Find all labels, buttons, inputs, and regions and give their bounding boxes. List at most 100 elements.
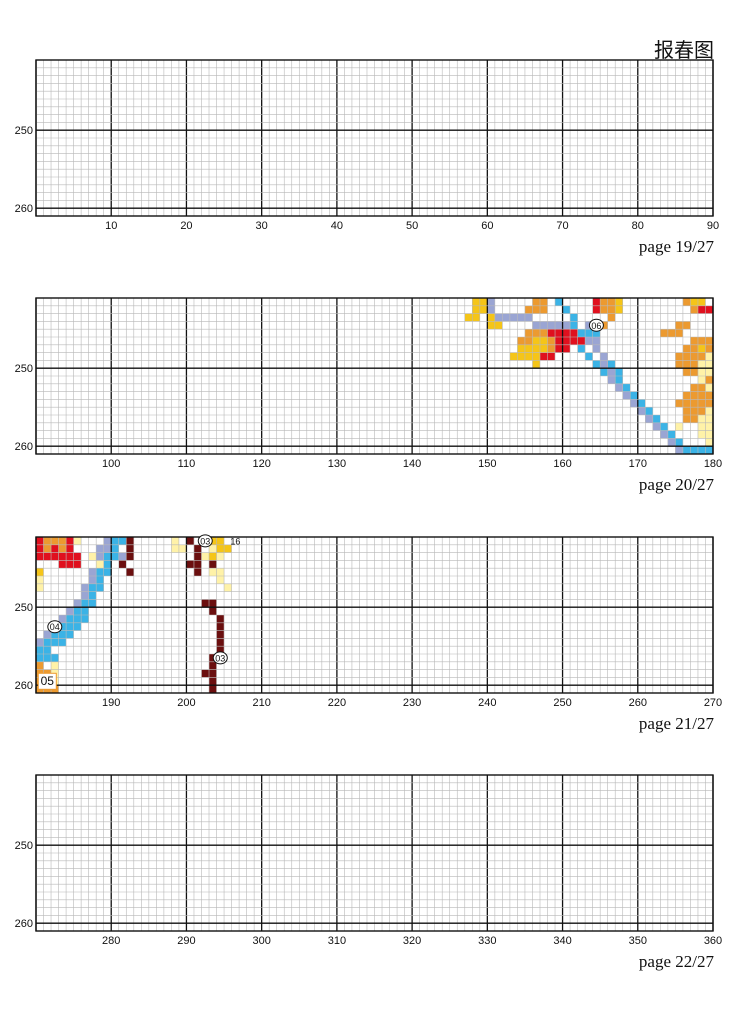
marker-label: 16 xyxy=(230,536,240,546)
stitch-cell xyxy=(690,337,698,345)
stitch-cell xyxy=(660,422,668,431)
stitch-cell xyxy=(607,305,616,314)
stitch-cell xyxy=(682,399,691,408)
stitch-cell xyxy=(615,368,623,376)
stitch-cell xyxy=(209,685,217,693)
stitch-cell xyxy=(36,552,44,561)
stitch-cell xyxy=(487,305,495,314)
stitch-cell xyxy=(73,599,82,608)
stitch-cell xyxy=(622,383,631,392)
grid-border xyxy=(35,59,714,217)
stitch-cell xyxy=(697,376,706,384)
stitch-cell xyxy=(705,399,713,408)
stitch-cell xyxy=(675,321,683,330)
stitch-cell xyxy=(43,544,52,553)
color-marker: 05 xyxy=(37,672,57,690)
stitch-cell xyxy=(697,407,706,415)
stitch-cell xyxy=(43,630,52,639)
x-tick-label: 340 xyxy=(553,935,571,947)
grid-lines xyxy=(35,774,714,932)
stitch-cell xyxy=(562,321,571,330)
stitch-cell xyxy=(697,344,706,353)
stitch-cell xyxy=(81,607,89,615)
stitch-cell xyxy=(697,391,706,400)
stitch-cell xyxy=(36,537,44,545)
stitch-cell xyxy=(81,615,89,623)
chart-panel-22: 280 290 300 310 320 330 340 350 360 250 260 page 2… xyxy=(0,765,750,1005)
stitch-cell xyxy=(43,654,52,662)
stitch-cell xyxy=(517,344,525,353)
stitch-cell xyxy=(675,352,683,361)
grid-svg: 100 110 120 130 140 150 160 170 180 250 260 06 xyxy=(15,297,722,470)
page-label: page 20/27 xyxy=(638,475,714,494)
y-tick-label: 250 xyxy=(15,840,33,852)
stitch-cell xyxy=(592,337,601,345)
stitch-cell xyxy=(58,537,67,545)
x-tick-label: 100 xyxy=(102,458,120,470)
marker-box xyxy=(37,672,57,690)
x-tick-label: 190 xyxy=(102,697,120,709)
x-tick-label: 200 xyxy=(177,697,195,709)
stitch-cell xyxy=(81,591,89,600)
stitch-cell xyxy=(532,298,540,306)
stitch-cell xyxy=(36,638,44,647)
stitch-cell xyxy=(103,568,112,576)
x-tick-label: 90 xyxy=(707,220,719,232)
x-tick-label: 160 xyxy=(553,458,571,470)
stitch-cell xyxy=(88,568,97,576)
stitch-cell xyxy=(126,544,134,553)
stitch-cell xyxy=(216,552,225,561)
stitch-cell xyxy=(88,552,97,561)
page-label: page 21/27 xyxy=(638,714,714,733)
x-tick-label: 280 xyxy=(102,935,120,947)
color-marker: 03 xyxy=(212,651,228,665)
stitch-cell xyxy=(36,544,44,553)
stitch-cell xyxy=(562,344,571,353)
stitch-cell xyxy=(697,298,706,306)
stitch-cell xyxy=(585,321,593,330)
stitch-cell xyxy=(472,313,480,322)
stitch-cell xyxy=(103,552,112,561)
stitch-cell xyxy=(51,630,59,639)
stitch-cell xyxy=(539,321,548,330)
stitch-cell xyxy=(209,537,217,545)
stitch-cell xyxy=(193,560,202,569)
stitch-cell xyxy=(96,568,104,576)
stitch-cell xyxy=(675,399,683,408)
stitch-cell xyxy=(51,661,59,670)
stitch-cell xyxy=(675,360,683,369)
x-tick-label: 170 xyxy=(629,458,647,470)
stitch-cell xyxy=(539,305,548,314)
chart-title: 报春图 xyxy=(654,38,714,62)
stitch-cell xyxy=(682,415,691,423)
stitch-cell xyxy=(682,407,691,415)
stitch-cell xyxy=(667,329,676,337)
x-tick-label: 210 xyxy=(252,697,270,709)
stitch-cell xyxy=(201,599,210,608)
stitch-cell xyxy=(615,376,623,384)
x-tick-label: 230 xyxy=(403,697,421,709)
stitch-cell xyxy=(532,344,540,353)
grid-border xyxy=(35,536,714,694)
stitch-cell xyxy=(58,544,67,553)
stitch-cell xyxy=(547,321,556,330)
stitch-cell xyxy=(645,407,653,415)
stitch-cell xyxy=(186,560,194,569)
stitch-cell xyxy=(58,552,67,561)
stitch-cell xyxy=(705,415,713,423)
stitch-cell xyxy=(705,360,713,369)
x-tick-label: 20 xyxy=(180,220,192,232)
stitch-cell xyxy=(690,391,698,400)
stitch-cell xyxy=(209,669,217,678)
stitch-cell xyxy=(532,321,540,330)
stitch-cell xyxy=(667,438,676,447)
marker-label: 05 xyxy=(41,674,55,688)
stitch-cell xyxy=(209,568,217,576)
stitch-cell xyxy=(73,552,82,561)
y-tick-label: 260 xyxy=(15,680,33,692)
stitch-cell xyxy=(690,344,698,353)
stitch-cell xyxy=(539,329,548,337)
stitch-cell xyxy=(600,321,608,330)
stitch-cell xyxy=(532,337,540,345)
stitch-cell xyxy=(96,576,104,584)
